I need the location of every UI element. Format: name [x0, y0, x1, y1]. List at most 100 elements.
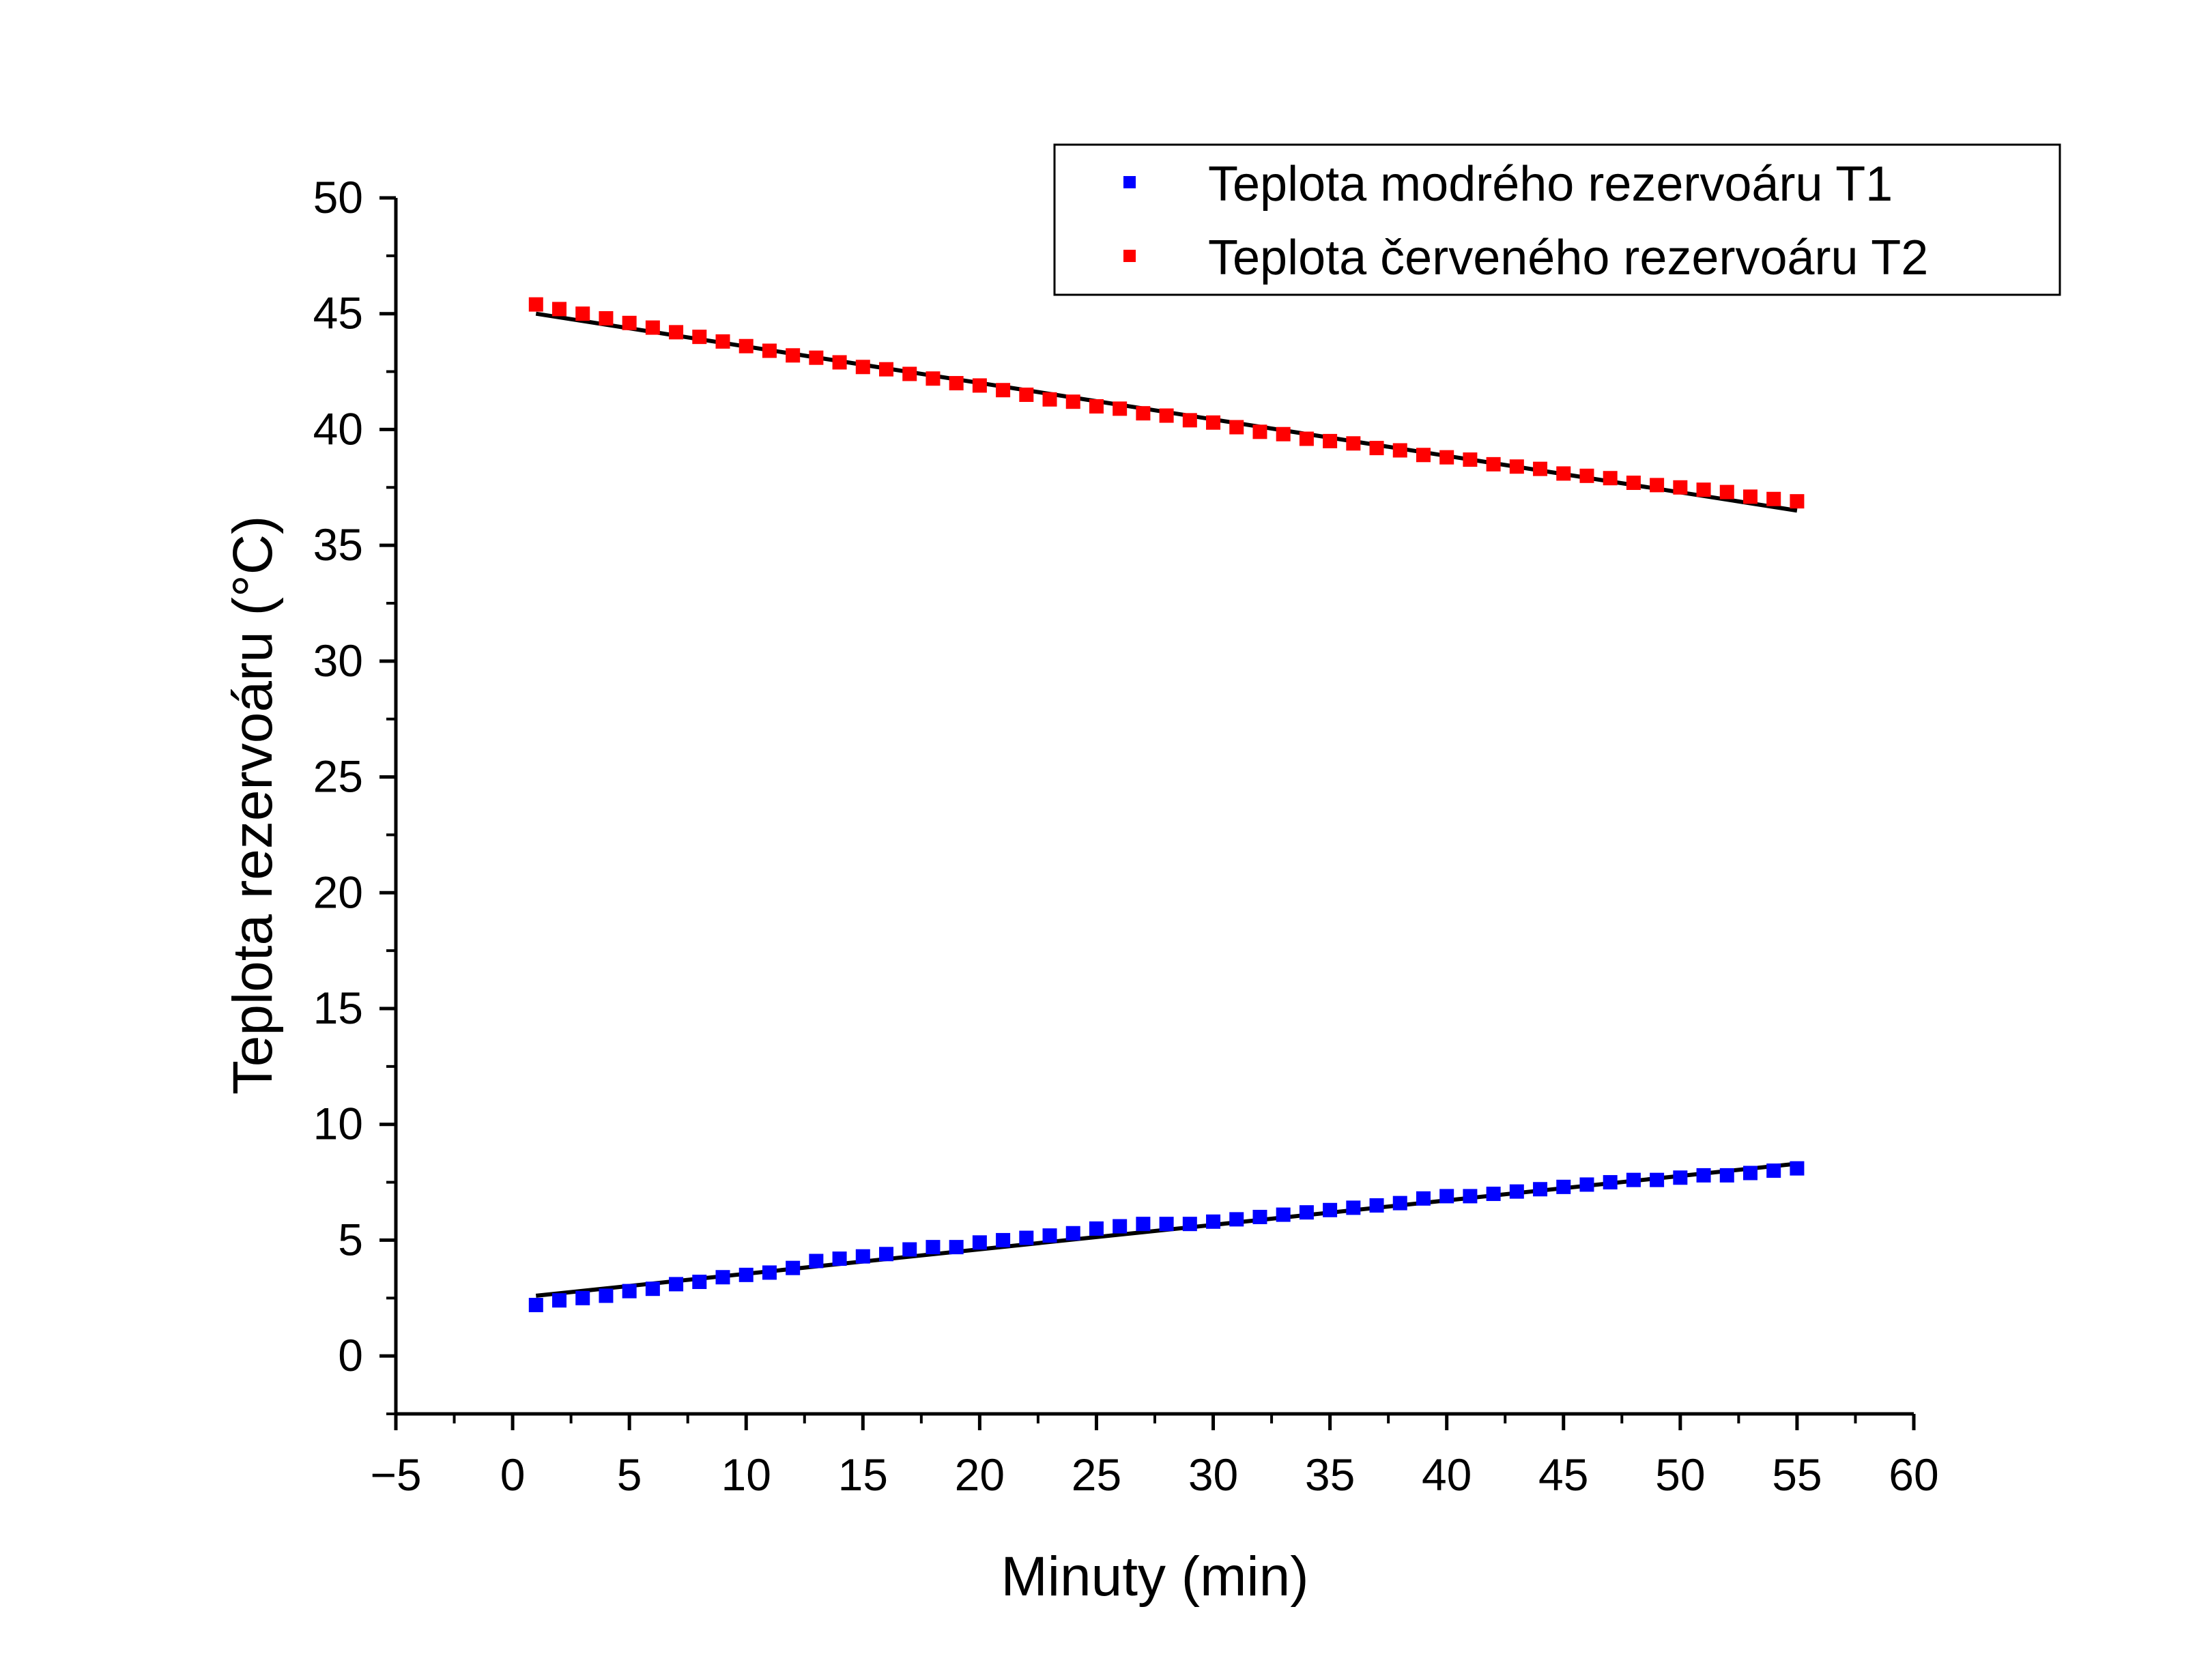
legend-label-t2: Teplota červeného rezervoáru T2 — [1208, 231, 1928, 285]
data-point-t2 — [599, 311, 614, 326]
data-point-t1 — [1392, 1196, 1407, 1211]
data-point-t1 — [1790, 1161, 1805, 1176]
y-tick-labels: 0 5 10 15 20 25 30 35 40 45 50 — [313, 172, 363, 1380]
y-tick-label: 30 — [313, 635, 363, 686]
data-point-t1 — [1486, 1187, 1501, 1202]
data-point-t2 — [1392, 443, 1407, 458]
y-tick-label: 20 — [313, 867, 363, 917]
y-tick-label: 50 — [313, 172, 363, 222]
x-axis-title: Minuty (min) — [1001, 1546, 1308, 1608]
data-point-t2 — [1369, 441, 1384, 456]
data-point-t1 — [1439, 1189, 1454, 1204]
data-point-t1 — [669, 1277, 684, 1292]
data-point-t2 — [715, 334, 730, 349]
legend-marker-t1 — [1123, 176, 1136, 188]
data-point-t1 — [1229, 1212, 1244, 1227]
data-point-t1 — [1323, 1202, 1338, 1217]
fit-lines — [535, 311, 1798, 1298]
data-point-t1 — [1042, 1228, 1057, 1243]
data-point-t1 — [1346, 1200, 1361, 1215]
data-point-t1 — [1603, 1175, 1618, 1190]
x-ticks — [394, 1414, 1916, 1430]
data-point-t1 — [692, 1275, 707, 1290]
data-point-t2 — [1742, 489, 1758, 504]
data-point-t2 — [645, 320, 660, 335]
data-point-t2 — [1626, 475, 1641, 490]
x-tick-label: 15 — [838, 1449, 888, 1500]
data-point-t2 — [1065, 394, 1080, 409]
data-point-t1 — [1065, 1226, 1080, 1241]
legend: Teplota modrého rezervoáru T1 Teplota če… — [1053, 143, 2061, 296]
data-point-t1 — [1650, 1172, 1665, 1187]
legend-label-t1: Teplota modrého rezervoáru T1 — [1208, 157, 1893, 212]
data-point-t2 — [1089, 399, 1104, 414]
data-point-t1 — [1369, 1198, 1384, 1213]
data-point-t1 — [1719, 1168, 1734, 1183]
x-tick-label: 60 — [1889, 1449, 1938, 1500]
data-point-t2 — [1019, 388, 1034, 403]
data-point-t2 — [738, 338, 754, 353]
data-point-t2 — [1463, 452, 1478, 467]
data-point-t1 — [1019, 1230, 1034, 1245]
y-tick-label: 35 — [313, 519, 363, 570]
x-tick-label: 25 — [1072, 1449, 1121, 1500]
data-point-t1 — [622, 1284, 637, 1299]
data-point-t1 — [645, 1281, 660, 1297]
data-point-t1 — [879, 1247, 894, 1262]
data-point-t2 — [1042, 392, 1057, 407]
y-ticks — [379, 196, 396, 1415]
data-point-t2 — [1113, 401, 1128, 416]
x-tick-label: 5 — [617, 1449, 642, 1500]
data-point-t1 — [1276, 1207, 1291, 1222]
data-point-t1 — [762, 1265, 777, 1280]
data-point-t1 — [552, 1293, 567, 1308]
data-point-t2 — [1790, 494, 1805, 509]
data-point-t1 — [786, 1260, 801, 1275]
x-tick-label: 10 — [721, 1449, 771, 1500]
data-point-t2 — [1416, 448, 1431, 463]
data-point-t2 — [528, 297, 543, 312]
data-point-t1 — [902, 1242, 917, 1257]
y-tick-label: 25 — [313, 751, 363, 802]
data-point-t1 — [738, 1267, 754, 1282]
data-point-t1 — [1089, 1221, 1104, 1236]
data-point-t1 — [1182, 1217, 1197, 1232]
data-point-t2 — [1159, 408, 1174, 423]
data-point-t1 — [1299, 1205, 1314, 1220]
data-point-t2 — [1650, 478, 1665, 493]
data-point-t1 — [1556, 1179, 1571, 1194]
legend-box — [1053, 143, 2061, 296]
data-point-t2 — [855, 360, 870, 375]
data-point-t1 — [1206, 1214, 1221, 1229]
data-point-t2 — [996, 383, 1011, 398]
data-point-t2 — [879, 362, 894, 377]
legend-marker-t2 — [1123, 250, 1136, 262]
data-point-t1 — [926, 1240, 941, 1255]
x-tick-label: 40 — [1422, 1449, 1472, 1500]
data-point-t1 — [1159, 1217, 1174, 1232]
data-point-t1 — [996, 1232, 1011, 1247]
x-tick-label: −5 — [370, 1449, 421, 1500]
data-point-t2 — [1719, 484, 1734, 499]
data-point-t1 — [1509, 1184, 1524, 1199]
x-tick-label: 30 — [1188, 1449, 1238, 1500]
data-point-t2 — [1509, 459, 1524, 474]
data-point-t1 — [1579, 1177, 1594, 1192]
data-point-t1 — [1766, 1163, 1781, 1178]
data-point-t1 — [1626, 1172, 1641, 1187]
data-points — [528, 297, 1805, 1312]
data-point-t2 — [1556, 466, 1571, 481]
data-point-t2 — [692, 330, 707, 345]
data-point-t1 — [832, 1251, 847, 1266]
data-point-t2 — [1252, 424, 1267, 439]
data-point-t2 — [926, 371, 941, 386]
data-point-t2 — [1533, 461, 1548, 476]
x-tick-label: 45 — [1538, 1449, 1588, 1500]
data-point-t1 — [1252, 1209, 1267, 1224]
data-point-t1 — [855, 1249, 870, 1264]
data-point-t2 — [669, 325, 684, 340]
y-tick-label: 10 — [313, 1099, 363, 1149]
data-point-t2 — [972, 378, 987, 393]
data-point-t2 — [762, 343, 777, 358]
